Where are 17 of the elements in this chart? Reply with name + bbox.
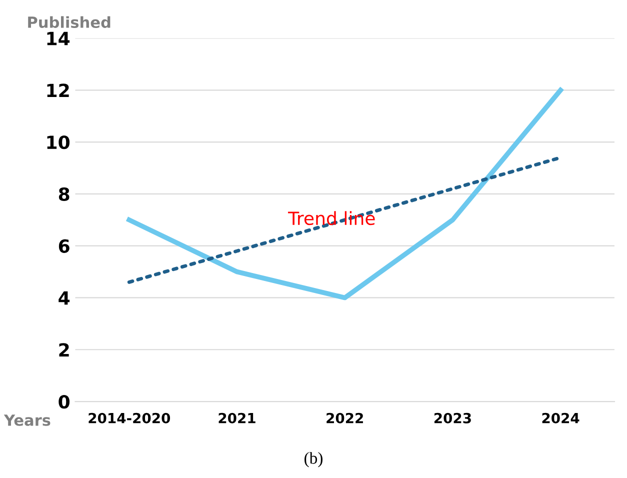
x-axis-title: Years <box>4 414 50 426</box>
text: (b) <box>304 452 322 468</box>
y-tick-label: 12 <box>47 84 69 97</box>
y-axis-title: Published <box>28 16 110 28</box>
x-tick-label: 2014-2020 <box>88 412 170 424</box>
x-tick-label: 2022 <box>326 412 363 424</box>
x-tick-label: 2023 <box>434 412 471 424</box>
y-tick-label: 10 <box>47 135 70 150</box>
y-tick-label: 14 <box>47 32 70 46</box>
y-tick-label: 2 <box>59 343 69 356</box>
y-tick-label: 0 <box>58 394 70 409</box>
y-tick-label: 8 <box>58 187 70 202</box>
line-series <box>126 88 563 300</box>
x-tick-label: 2021 <box>218 412 256 424</box>
x-tick-label: 2024 <box>542 412 580 424</box>
y-tick-label: 4 <box>58 291 70 305</box>
y-tick-label: 6 <box>58 239 70 253</box>
